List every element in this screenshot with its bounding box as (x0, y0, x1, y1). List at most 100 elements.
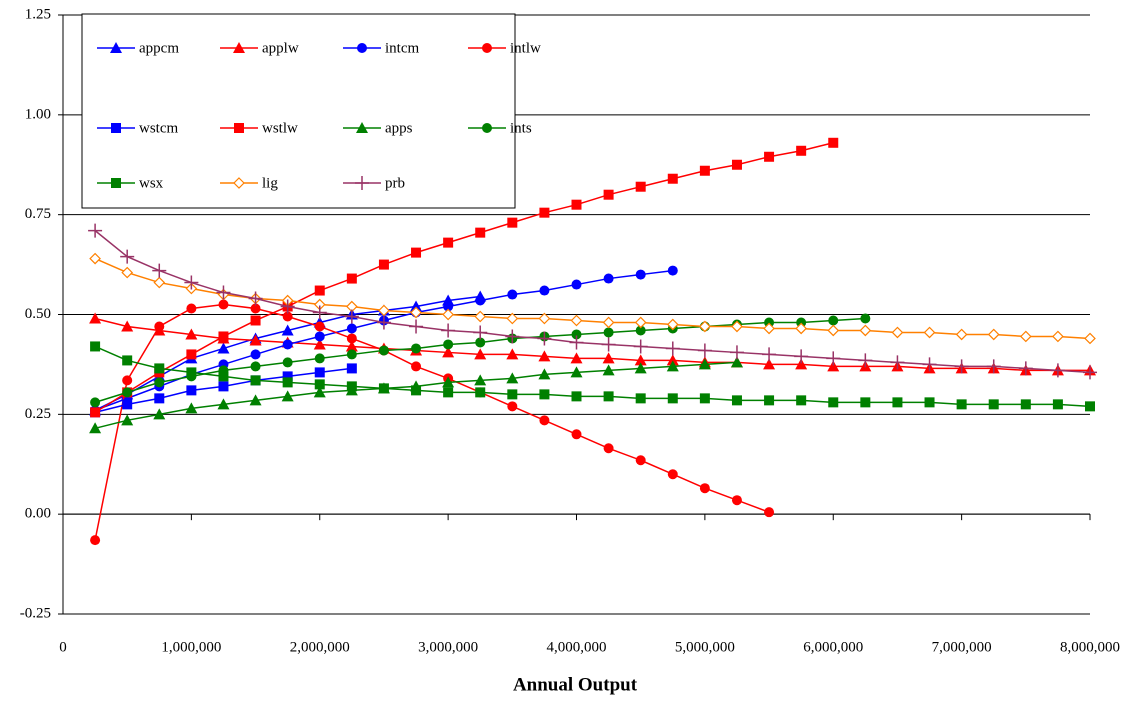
marker (154, 377, 165, 388)
marker (699, 393, 710, 404)
x-tick-label: 1,000,000 (161, 639, 221, 655)
marker (763, 322, 775, 335)
marker (280, 299, 295, 314)
marker (570, 314, 583, 327)
marker (570, 352, 583, 364)
legend-marker (234, 123, 244, 133)
x-tick-label: 3,000,000 (418, 639, 478, 655)
marker (635, 181, 646, 192)
marker (603, 443, 614, 454)
marker (507, 389, 518, 400)
marker (376, 315, 391, 330)
x-tick-label: 7,000,000 (932, 639, 992, 655)
marker (475, 227, 486, 238)
marker (186, 303, 197, 314)
marker (475, 337, 486, 348)
legend-marker (111, 123, 121, 133)
marker (635, 393, 646, 404)
marker (603, 273, 614, 284)
marker (441, 323, 456, 338)
marker (282, 371, 293, 382)
marker (891, 326, 904, 339)
marker (731, 159, 742, 170)
marker (796, 317, 807, 328)
marker (314, 353, 325, 364)
legend-label: lig (262, 175, 278, 191)
marker (571, 279, 582, 290)
marker (764, 151, 775, 162)
marker (666, 318, 679, 331)
legend-box (81, 13, 516, 209)
marker (409, 319, 424, 334)
legend-label: ints (510, 120, 532, 136)
marker (218, 381, 229, 392)
marker (122, 387, 133, 398)
marker (346, 363, 357, 374)
marker (121, 266, 134, 279)
marker (634, 354, 647, 366)
marker (828, 315, 839, 326)
marker (924, 397, 935, 408)
marker (443, 387, 454, 398)
marker (442, 346, 455, 358)
marker (796, 395, 807, 406)
legend-label: wsx (139, 175, 164, 191)
marker (922, 357, 937, 372)
marker (248, 291, 263, 306)
marker (539, 389, 550, 400)
legend-label: wstlw (262, 120, 298, 136)
marker (796, 145, 807, 156)
marker (90, 341, 101, 352)
x-tick-label: 4,000,000 (547, 639, 607, 655)
marker (218, 371, 229, 382)
marker (443, 339, 454, 350)
marker (731, 495, 742, 506)
legend-label: apps (385, 120, 413, 136)
marker (281, 324, 294, 336)
marker (1020, 399, 1031, 410)
y-tick-label: 1.25 (25, 6, 51, 22)
series-line (94, 230, 1091, 374)
marker (282, 357, 293, 368)
marker (667, 469, 678, 480)
x-tick-label: 5,000,000 (675, 639, 735, 655)
marker (1083, 365, 1097, 380)
marker (826, 351, 841, 366)
marker (954, 359, 969, 374)
marker (282, 311, 293, 322)
marker (473, 325, 488, 340)
marker (475, 295, 486, 306)
marker (122, 399, 133, 410)
marker (314, 285, 325, 296)
legend-marker (233, 42, 245, 53)
marker (184, 275, 199, 290)
marker (218, 331, 229, 342)
marker (250, 361, 261, 372)
marker (602, 352, 615, 364)
marker (475, 387, 486, 398)
marker (602, 316, 615, 329)
marker (474, 310, 487, 323)
legend-label: applw (262, 40, 299, 56)
marker (249, 394, 262, 406)
marker (122, 355, 133, 366)
marker (571, 329, 582, 340)
marker (474, 374, 487, 386)
marker (443, 237, 454, 248)
marker (410, 306, 422, 319)
marker (507, 217, 518, 228)
marker (1052, 399, 1063, 410)
marker (185, 328, 198, 340)
marker (217, 398, 230, 410)
marker (667, 173, 678, 184)
marker (538, 368, 551, 380)
marker (1085, 401, 1095, 412)
marker (633, 339, 648, 354)
marker (153, 276, 166, 289)
series-line (94, 345, 1091, 408)
marker (442, 308, 454, 321)
marker (411, 361, 422, 372)
marker (345, 340, 358, 352)
marker (827, 324, 840, 337)
marker (89, 422, 102, 434)
